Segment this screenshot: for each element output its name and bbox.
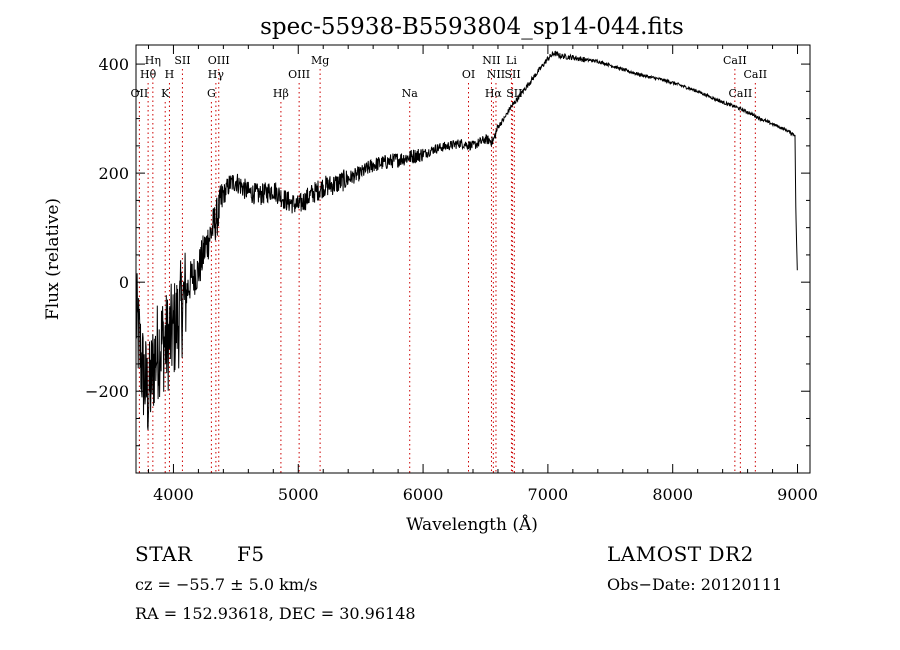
spectral-subclass: F5 — [237, 542, 265, 566]
y-axis-label: Flux (relative) — [43, 198, 63, 320]
y-tick-label: 200 — [98, 164, 129, 183]
line-label: Hα — [485, 87, 503, 100]
line-label: Hη — [145, 54, 161, 67]
x-tick-label: 4000 — [153, 485, 194, 504]
y-tick-label: −200 — [85, 382, 129, 401]
line-label: Hβ — [273, 87, 289, 100]
line-label: G — [207, 87, 216, 100]
line-label: Li — [506, 54, 517, 67]
object-class: STAR — [135, 542, 193, 566]
line-label: SII — [504, 68, 520, 81]
line-label: OIII — [208, 54, 230, 67]
x-tick-label: 5000 — [278, 485, 319, 504]
line-label: NII — [487, 68, 505, 81]
line-label: Hθ — [140, 68, 157, 81]
line-label: H — [165, 68, 175, 81]
line-label: K — [161, 87, 170, 100]
line-label: NII — [482, 54, 500, 67]
y-tick-label: 400 — [98, 55, 129, 74]
line-label: CaII — [723, 54, 747, 67]
x-tick-label: 6000 — [403, 485, 444, 504]
x-tick-label: 8000 — [652, 485, 693, 504]
x-axis-label: Wavelength (Å) — [406, 514, 538, 535]
line-label: Mg — [311, 54, 329, 67]
y-tick-label: 0 — [119, 273, 129, 292]
survey-label: LAMOST DR2 — [607, 542, 754, 566]
line-label: Hγ — [208, 68, 225, 81]
spectrum-series — [135, 50, 798, 430]
spectrum-line — [135, 50, 798, 430]
axes: 4000 5000 6000 7000 8000 9000 −200 0 200 400 — [85, 44, 818, 504]
coordinates-text: RA = 152.93618, DEC = 30.96148 — [135, 604, 416, 623]
redshift-text: cz = −55.7 ± 5.0 km/s — [135, 575, 318, 594]
x-tick-label: 9000 — [777, 485, 818, 504]
x-tick-label: 7000 — [528, 485, 569, 504]
line-label: SII — [174, 54, 190, 67]
obs-date-text: Obs−Date: 20120111 — [607, 575, 783, 594]
plot-frame — [135, 44, 811, 474]
line-label: OII — [131, 87, 149, 100]
line-label: OI — [462, 68, 475, 81]
chart-title: spec-55938-B5593804_sp14-044.fits — [260, 14, 684, 40]
line-label: CaII — [729, 87, 753, 100]
line-label: CaII — [743, 68, 767, 81]
line-label: OIII — [288, 68, 310, 81]
line-label: Na — [402, 87, 419, 100]
